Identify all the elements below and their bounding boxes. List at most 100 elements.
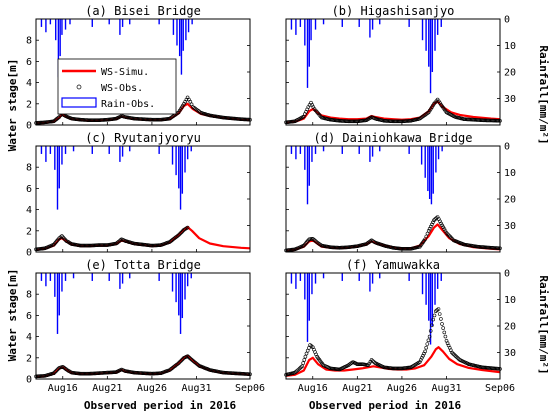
obs-point [97,243,102,247]
obs-point [45,120,49,124]
rain-bar [440,273,442,281]
obs-point [354,119,359,124]
rain-bar [369,273,371,292]
rain-bar [421,19,424,41]
obs-point [105,370,110,375]
rain-bar [358,273,360,281]
obs-point [55,368,59,372]
obs-point [385,119,390,123]
panel-1: 0 10 20 30 (b) Higashisanjyo [284,4,516,126]
rain-bar [61,19,63,35]
legend-sim-label: WS-Simu. [101,67,149,78]
obs-point [84,243,88,248]
obs-point [88,118,93,122]
obs-point [402,366,406,370]
rain-bar [322,19,325,25]
rain-bar [108,19,110,25]
obs-point [79,243,84,248]
obs-point [136,242,141,246]
rain-bar [358,146,360,154]
obs-point [436,307,441,311]
obs-point [152,371,156,376]
obs-point [343,245,347,250]
obs-point [489,246,493,250]
rain-bar [371,146,374,157]
rain-bar [184,146,186,173]
obs-point [75,371,79,376]
rain-bar [58,146,60,189]
obs-point [470,117,474,122]
obs-point [330,245,335,250]
ylabel-right-top: Rainfall[mm/m²] [537,45,550,144]
obs-point [114,241,119,246]
rain-bar [121,19,124,27]
xtick-label: Aug16 [298,383,328,394]
obs-point [401,247,405,251]
rain-bar [59,19,61,57]
obs-point [36,120,41,125]
obs-point [180,358,184,362]
rain-ytick-label: 10 [504,168,516,179]
obs-point [88,371,93,376]
obs-point [243,117,248,122]
obs-point [181,229,185,233]
obs-point [51,371,56,376]
ytick-label: 2 [26,353,32,364]
obs-point [398,366,403,371]
obs-point [93,118,97,122]
xtick-label: Aug31 [431,383,461,394]
rain-bar [295,19,297,35]
obs-point [450,350,454,355]
obs-point [393,366,398,371]
obs-point [151,371,155,376]
obs-point [79,371,84,376]
obs-point [426,338,431,343]
obs-point [346,119,351,124]
rain-ytick-label: 20 [504,195,516,206]
obs-point [397,366,402,371]
rain-bar [379,19,381,25]
obs-point [492,118,497,123]
obs-point [442,227,447,231]
rain-ytick-label: 30 [504,221,516,232]
obs-point [112,370,116,375]
rain-bar [57,19,60,78]
panel-3: 0 10 20 30 (d) Dainiohkawa Bridge [284,131,516,253]
rain-bar [308,19,310,67]
rain-bar [440,19,442,27]
rain-bar [408,19,410,27]
obs-point [394,366,399,371]
rain-bar [185,19,187,41]
rain-bar [431,19,434,72]
rain-bar [72,146,75,152]
rain-bar [432,146,434,194]
obs-point [404,247,409,251]
obs-point [398,119,403,124]
rain-bar [129,273,131,279]
rain-bar [290,273,293,284]
rain-bar [371,19,374,30]
rain-bar [129,146,131,152]
obs-point [441,225,446,229]
obs-point [386,366,391,370]
rain-bar [49,19,52,25]
obs-point [156,117,161,122]
obs-point [177,360,182,364]
rain-bar [299,146,302,154]
rain-bar [181,273,184,319]
obs-point [424,345,429,350]
ytick-label: 4 [26,205,32,216]
ytick-label: 8 [26,36,32,47]
obs-point [337,119,342,123]
legend-rain-label: Rain-Obs. [101,99,155,110]
obs-point [495,246,500,250]
obs-point [98,371,103,375]
rain-bar [179,146,182,210]
obs-point [176,233,181,237]
rain-bar [437,146,440,160]
obs-point [243,372,248,376]
obs-point [37,374,42,379]
obs-point [102,243,106,247]
obs-point [402,119,406,123]
obs-point [153,243,158,248]
